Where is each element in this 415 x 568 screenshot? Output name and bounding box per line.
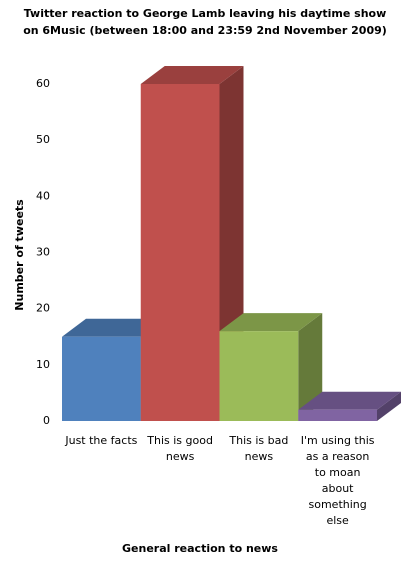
chart-title: Twitter reaction to George Lamb leaving … [24, 7, 387, 20]
x-tick-label: Just the facts [65, 434, 138, 447]
bar [298, 391, 401, 421]
bar-top [62, 318, 165, 337]
bar-top [219, 313, 323, 332]
bar-front [219, 331, 299, 421]
y-tick-label: 40 [36, 189, 50, 202]
bar-top [140, 66, 244, 84]
y-tick-label: 60 [36, 77, 50, 90]
bar-side [377, 391, 401, 421]
bar-front [140, 84, 220, 421]
chart-title: on 6Music (between 18:00 and 23:59 2nd N… [23, 24, 387, 37]
bar [219, 313, 323, 421]
y-tick-label: 50 [36, 133, 50, 146]
x-tick-label: This is bad news [229, 434, 289, 463]
x-tick-label: I'm using this as a reason to moan about… [300, 434, 375, 527]
y-tick-label: 0 [43, 414, 50, 427]
bar-front [298, 409, 377, 421]
bar-front [62, 336, 141, 421]
x-axis-label: General reaction to news [122, 542, 278, 555]
x-tick-label: This is good news [147, 434, 213, 463]
y-tick-label: 30 [36, 246, 50, 259]
y-tick-label: 20 [36, 302, 50, 315]
y-axis-label: Number of tweets [13, 199, 26, 311]
bar-top [298, 391, 401, 410]
bar-side [298, 313, 323, 421]
y-tick-label: 10 [36, 358, 50, 371]
